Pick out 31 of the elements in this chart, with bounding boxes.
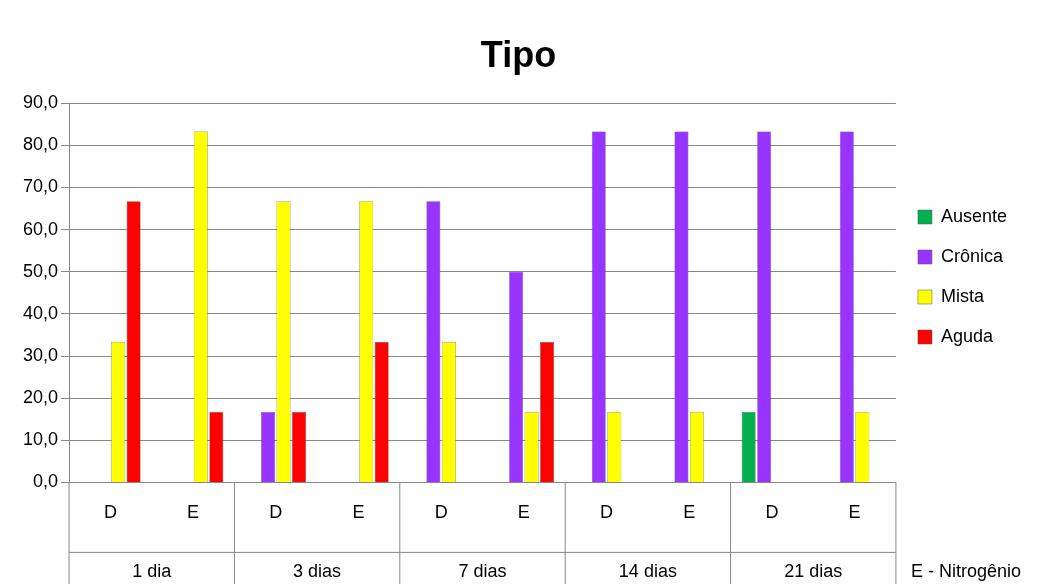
text: 1 dia [132, 561, 173, 582]
x-tick-label: E [187, 502, 200, 523]
x-tick-label: D [103, 502, 117, 523]
y-tick-label: 60,0 [22, 218, 59, 239]
x-tick-label: E [683, 502, 696, 523]
chart-title: Tipo [480, 33, 557, 75]
y-tick-label: 10,0 [22, 429, 59, 450]
x-tick-label: E [352, 502, 365, 523]
y-tick-label: 0,0 [33, 471, 59, 492]
legend-label: Crônica [940, 245, 1004, 266]
x-tick-label: D [434, 502, 448, 523]
x-tick-label: D [600, 502, 614, 523]
y-tick-label: 30,0 [22, 344, 59, 365]
y-tick-label: 20,0 [22, 387, 59, 408]
x-tick-label: E [848, 502, 861, 523]
y-tick-label: 50,0 [22, 260, 59, 281]
text: E - Nitrogênio [910, 561, 1022, 582]
y-tick-label: 90,0 [22, 92, 59, 113]
x-tick-label: E [517, 502, 530, 523]
legend-label: Aguda [940, 325, 994, 346]
legend-label: Mista [940, 285, 985, 306]
text: 7 dias [458, 561, 507, 582]
y-tick-label: 40,0 [22, 302, 59, 323]
legend-label: Ausente [940, 205, 1008, 226]
y-tick-label: 80,0 [22, 134, 59, 155]
text: 21 dias [784, 561, 843, 582]
x-tick-label: D [765, 502, 779, 523]
text: 3 dias [293, 561, 342, 582]
x-tick-label: D [269, 502, 283, 523]
y-tick-label: 70,0 [22, 176, 59, 197]
text: 14 dias [618, 561, 677, 582]
